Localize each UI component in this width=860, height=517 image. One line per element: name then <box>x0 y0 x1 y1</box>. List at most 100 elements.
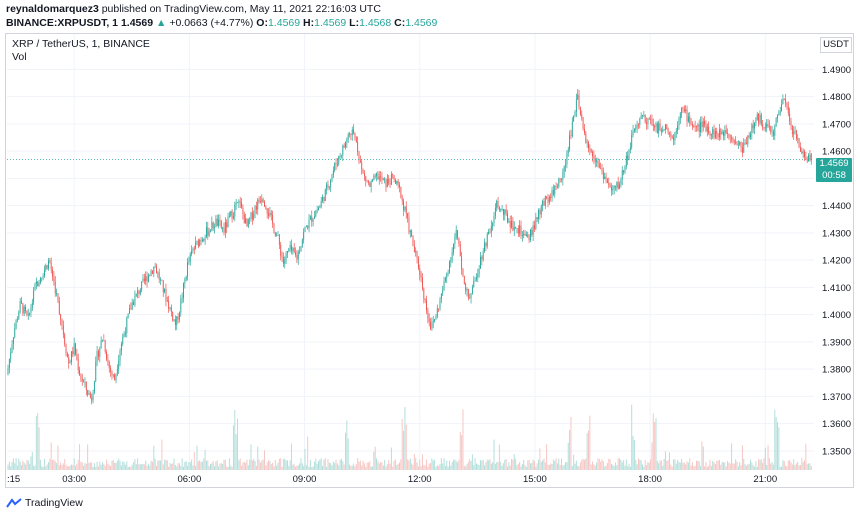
volume-bar <box>528 459 530 470</box>
volume-bar <box>247 465 249 470</box>
candle-body <box>708 126 710 133</box>
candle-body <box>366 180 368 182</box>
candle-body <box>206 227 207 238</box>
volume-bar <box>463 465 465 470</box>
volume-bar <box>507 466 508 470</box>
volume-bar <box>470 460 472 470</box>
volume-bar <box>29 463 31 470</box>
volume-bar <box>239 458 241 470</box>
candle-body <box>528 237 530 241</box>
candle-body <box>659 123 661 130</box>
volume-bar <box>212 461 214 470</box>
candle-body <box>152 271 153 274</box>
volume-bar <box>18 458 20 470</box>
volume-bar <box>218 466 220 470</box>
volume-bar <box>562 465 564 470</box>
volume-bar <box>83 465 85 470</box>
volume-bar <box>338 465 340 470</box>
volume-bar <box>705 461 707 470</box>
tradingview-footer[interactable]: TradingView <box>6 497 83 509</box>
volume-bar <box>100 464 102 470</box>
volume-bar <box>436 465 438 470</box>
candle-body <box>554 186 556 195</box>
candle-body <box>795 130 797 139</box>
volume-bar <box>226 466 228 470</box>
volume-bar <box>135 464 137 470</box>
candle-body <box>238 201 240 203</box>
volume-bar <box>733 463 735 470</box>
volume-bar <box>664 451 666 470</box>
candle-body <box>397 180 399 185</box>
candle-body <box>665 124 666 130</box>
candle-body <box>655 123 657 128</box>
currency-label[interactable]: USDT <box>820 37 852 53</box>
volume-bar <box>690 465 692 470</box>
candle-body <box>246 218 248 227</box>
candle-body <box>777 115 778 119</box>
candle-body <box>92 392 94 401</box>
candle-body <box>539 210 541 215</box>
volume-bar <box>619 458 621 470</box>
candle-body <box>524 233 526 236</box>
symbol-ohlc-line: BINANCE:XRPUSDT, 1 1.4569 ▲ +0.0663 (+4.… <box>6 17 437 29</box>
volume-bar <box>79 444 81 470</box>
candle-body <box>25 306 26 311</box>
candle-body <box>447 272 449 274</box>
volume-bar <box>768 458 770 470</box>
candle-body <box>266 209 268 214</box>
volume-bar <box>127 466 129 470</box>
volume-bar <box>777 421 778 470</box>
candle-body <box>45 265 47 270</box>
volume-bar <box>214 466 216 470</box>
candle-body <box>224 222 226 233</box>
candle-body <box>141 281 143 291</box>
candle-body <box>744 142 746 144</box>
volume-bar <box>147 463 149 470</box>
volume-bar <box>166 460 168 470</box>
candle-body <box>404 206 406 211</box>
candle-body <box>318 207 319 211</box>
volume-bar <box>68 466 70 470</box>
price-change: +0.0663 (+4.77%) <box>169 17 254 29</box>
candle-body <box>382 179 384 181</box>
candle-body <box>102 339 103 341</box>
candle-body <box>548 196 550 203</box>
volume-bar <box>502 463 504 470</box>
candle-body <box>434 319 436 322</box>
candle-body <box>480 256 481 269</box>
volume-bar <box>808 463 810 470</box>
volume-bar <box>378 463 380 470</box>
candle-body <box>551 189 553 199</box>
candle-body <box>762 123 764 128</box>
volume-bar <box>405 424 407 470</box>
volume-bar <box>176 466 178 470</box>
candle-body <box>719 129 720 138</box>
candle-body <box>760 114 762 124</box>
volume-bar <box>799 465 801 470</box>
candle-body <box>169 307 171 309</box>
volume-bar <box>160 460 162 470</box>
candle-body <box>305 226 307 228</box>
volume-bar <box>300 458 302 470</box>
volume-bar <box>165 459 167 470</box>
candle-body <box>60 314 62 320</box>
candle-body <box>643 114 645 116</box>
volume-bar <box>392 466 394 470</box>
candle-body <box>504 209 506 215</box>
volume-bar <box>394 459 396 470</box>
volume-bar <box>208 466 210 470</box>
candle-body <box>589 148 591 150</box>
candle-body <box>314 216 315 219</box>
volume-bar <box>8 461 10 470</box>
volume-bar <box>532 459 534 470</box>
volume-bar <box>25 464 27 470</box>
candle-body <box>706 126 708 132</box>
candle-body <box>632 130 634 135</box>
candle-body <box>652 123 654 127</box>
volume-bar <box>489 459 491 470</box>
candle-body <box>686 109 688 122</box>
candle-body <box>115 373 117 381</box>
volume-bar <box>124 464 126 470</box>
volume-bar <box>243 461 245 470</box>
